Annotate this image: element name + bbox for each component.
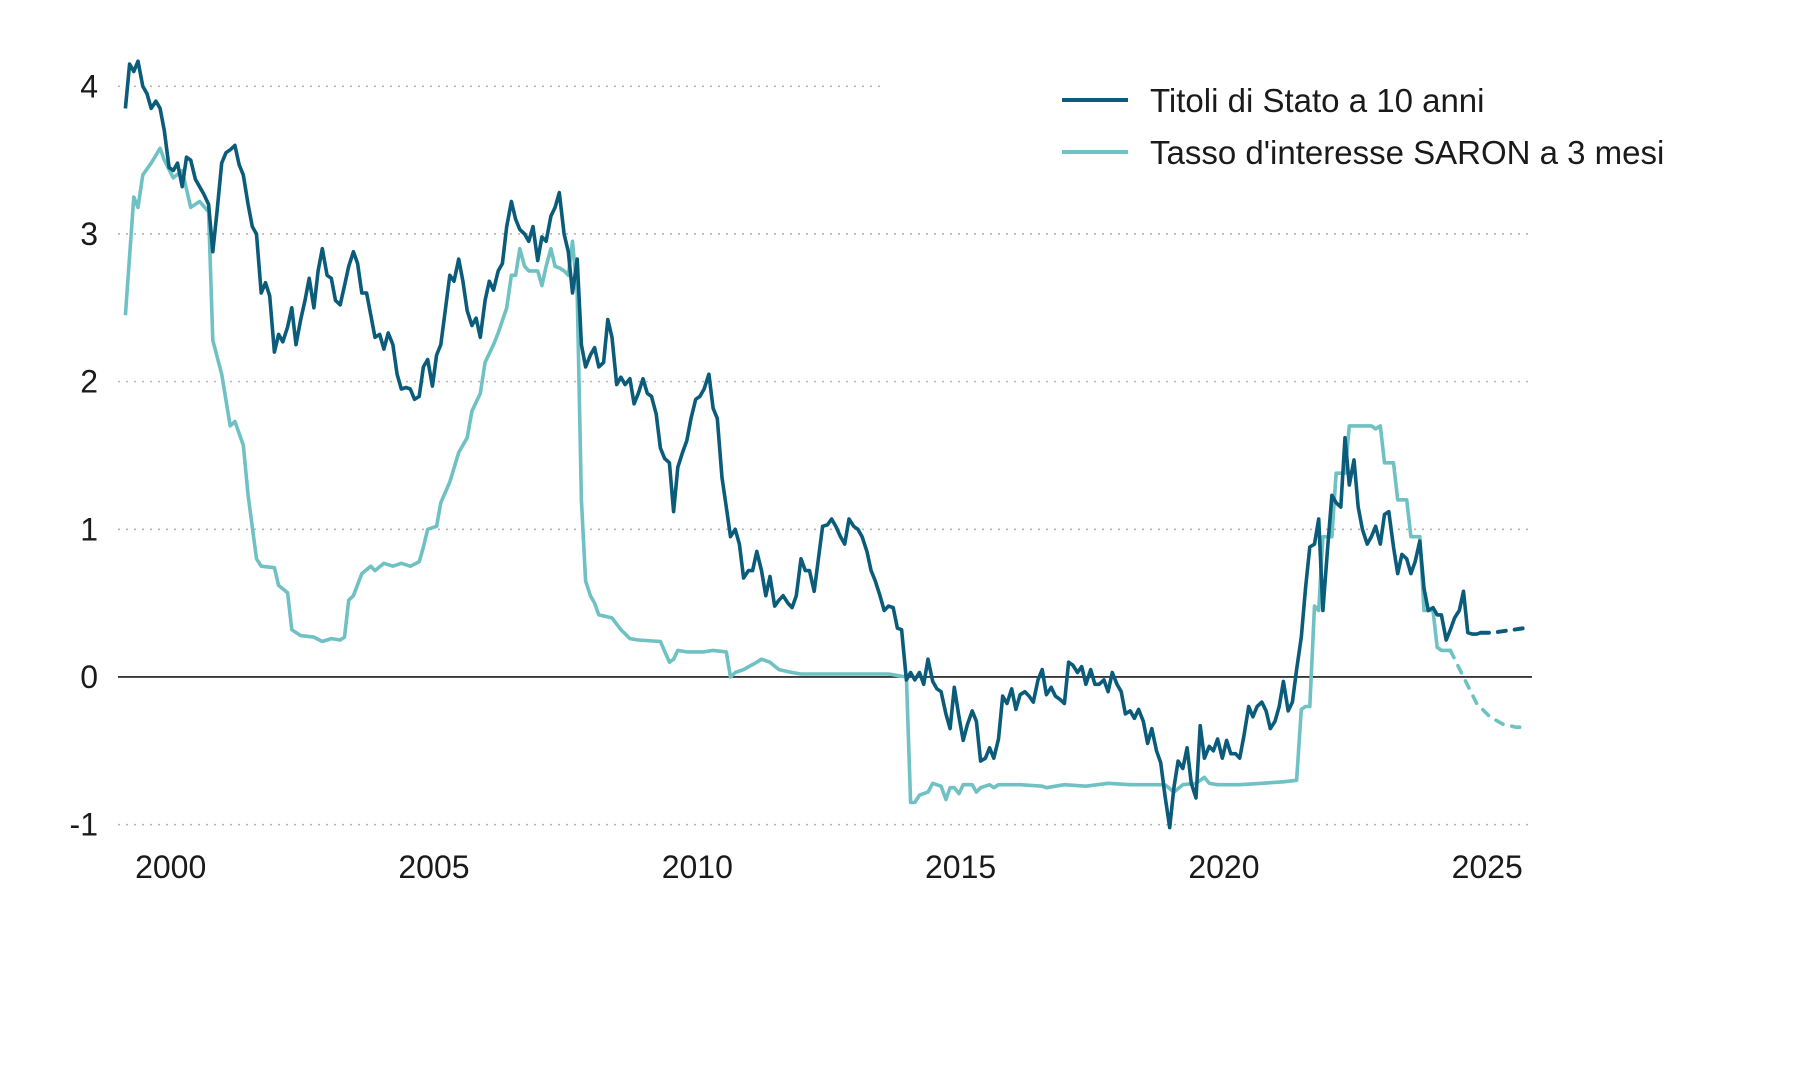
- y-tick-label: 0: [80, 659, 98, 695]
- x-tick-label: 2005: [398, 849, 469, 885]
- series-forecast-saron: [1448, 648, 1526, 729]
- x-tick-label: 2020: [1188, 849, 1259, 885]
- y-tick-label: 2: [80, 364, 98, 400]
- x-tick-label: 2010: [662, 849, 733, 885]
- legend-label-0: Titoli di Stato a 10 anni: [1150, 82, 1484, 119]
- y-tick-label: 4: [80, 68, 98, 104]
- series-line-saron: [123, 146, 1451, 805]
- series-forecast-titoli: [1478, 626, 1527, 635]
- x-tick-label: 2000: [135, 849, 206, 885]
- y-tick-label: 1: [80, 511, 98, 547]
- y-tick-label: -1: [70, 807, 98, 843]
- y-tick-label: 3: [80, 216, 98, 252]
- x-tick-label: 2025: [1452, 849, 1523, 885]
- x-tick-label: 2015: [925, 849, 996, 885]
- series-line-titoli: [123, 59, 1482, 830]
- legend-label-1: Tasso d'interesse SARON a 3 mesi: [1150, 134, 1664, 171]
